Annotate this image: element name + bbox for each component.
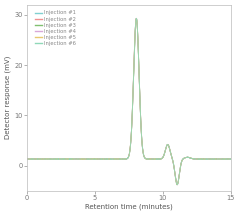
Injection #6 xyxy=(193,158,196,160)
Injection #3 xyxy=(176,183,179,186)
Injection #1 xyxy=(135,17,138,20)
Injection #6 xyxy=(62,158,65,160)
Injection #4 xyxy=(158,158,161,160)
Injection #2 xyxy=(178,174,181,176)
Injection #3 xyxy=(103,158,106,160)
Injection #6 xyxy=(103,158,106,160)
Injection #1 xyxy=(148,158,151,160)
Injection #6 xyxy=(176,183,179,186)
Y-axis label: Detector response (mV): Detector response (mV) xyxy=(5,56,11,140)
Injection #6 xyxy=(135,17,138,20)
Injection #2 xyxy=(193,158,196,160)
Line: Injection #5: Injection #5 xyxy=(27,18,231,185)
Injection #2 xyxy=(135,17,138,20)
Injection #5 xyxy=(158,158,161,160)
Injection #3 xyxy=(25,158,28,160)
Injection #3 xyxy=(62,158,65,160)
Line: Injection #6: Injection #6 xyxy=(27,18,231,185)
Injection #4 xyxy=(62,158,65,160)
Injection #3 xyxy=(229,158,232,160)
Injection #3 xyxy=(193,158,196,160)
Injection #6 xyxy=(178,174,181,177)
Injection #1 xyxy=(103,158,106,160)
Injection #1 xyxy=(229,158,232,160)
Injection #3 xyxy=(148,158,151,160)
Line: Injection #3: Injection #3 xyxy=(27,18,231,185)
Injection #5 xyxy=(103,158,106,160)
Injection #2 xyxy=(176,183,179,186)
Injection #3 xyxy=(158,158,161,160)
Injection #5 xyxy=(178,174,181,177)
X-axis label: Retention time (minutes): Retention time (minutes) xyxy=(85,204,173,210)
Injection #2 xyxy=(158,158,161,160)
Injection #5 xyxy=(62,158,65,160)
Injection #1 xyxy=(158,158,161,160)
Line: Injection #2: Injection #2 xyxy=(27,18,231,185)
Injection #4 xyxy=(135,17,138,20)
Injection #4 xyxy=(176,183,179,186)
Injection #1 xyxy=(25,158,28,160)
Injection #3 xyxy=(178,174,181,176)
Line: Injection #1: Injection #1 xyxy=(27,18,231,185)
Injection #1 xyxy=(176,183,179,186)
Injection #1 xyxy=(178,174,181,177)
Injection #5 xyxy=(176,183,179,186)
Injection #4 xyxy=(103,158,106,160)
Injection #6 xyxy=(229,158,232,160)
Injection #5 xyxy=(148,158,151,160)
Line: Injection #4: Injection #4 xyxy=(27,18,231,185)
Injection #4 xyxy=(25,158,28,160)
Injection #6 xyxy=(158,158,161,160)
Injection #5 xyxy=(25,158,28,160)
Injection #5 xyxy=(193,158,196,160)
Injection #2 xyxy=(148,158,151,160)
Injection #6 xyxy=(148,158,151,160)
Injection #1 xyxy=(62,158,65,160)
Injection #4 xyxy=(148,158,151,160)
Injection #3 xyxy=(135,17,138,20)
Injection #4 xyxy=(229,158,232,160)
Legend: Injection #1, Injection #2, Injection #3, Injection #4, Injection #5, Injection : Injection #1, Injection #2, Injection #3… xyxy=(34,9,77,47)
Injection #2 xyxy=(25,158,28,160)
Injection #4 xyxy=(178,174,181,177)
Injection #2 xyxy=(103,158,106,160)
Injection #5 xyxy=(229,158,232,160)
Injection #5 xyxy=(135,17,138,20)
Injection #2 xyxy=(62,158,65,160)
Injection #4 xyxy=(193,158,196,160)
Injection #2 xyxy=(229,158,232,160)
Injection #1 xyxy=(193,158,196,160)
Injection #6 xyxy=(25,158,28,160)
